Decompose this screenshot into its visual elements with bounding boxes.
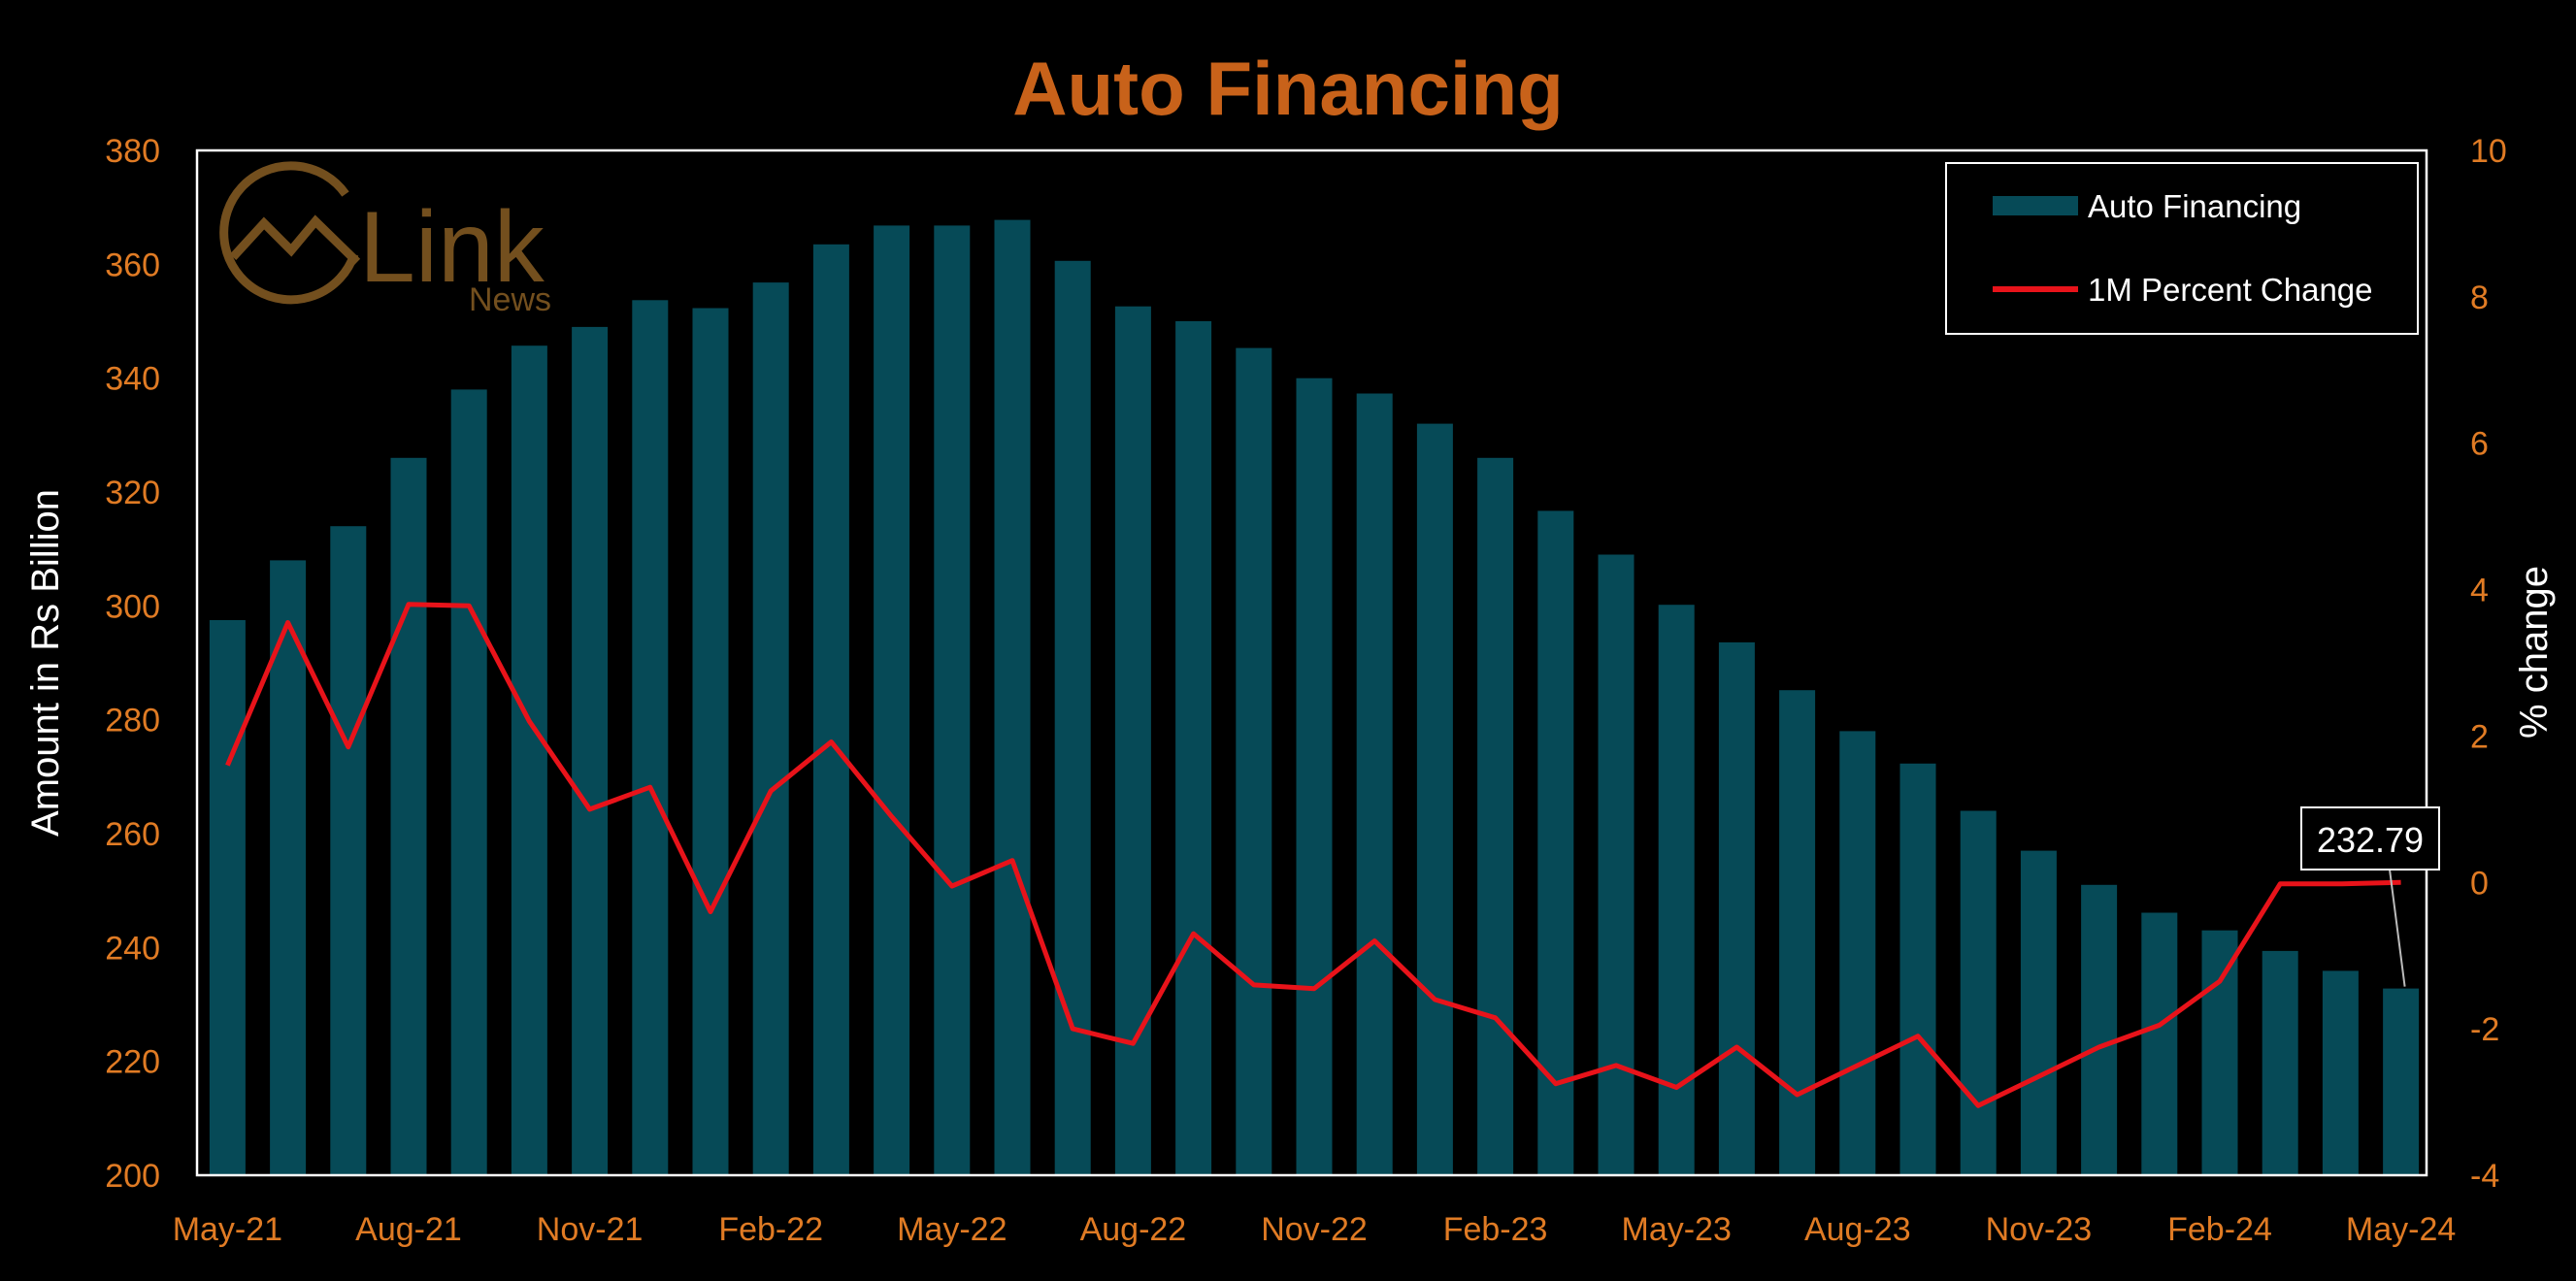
bar-May-22	[934, 225, 971, 1175]
bar-series	[209, 219, 2420, 1176]
plot-frame	[195, 148, 2428, 1177]
legend-swatch-bar	[1993, 196, 2078, 215]
callout-label: 232.79	[2317, 820, 2424, 860]
bar-Oct-21	[511, 345, 547, 1175]
bar-Dec-23	[2081, 884, 2118, 1175]
bar-Dec-22	[1356, 393, 1393, 1175]
bar-Apr-24	[2322, 970, 2359, 1175]
bar-Jul-22	[1054, 260, 1091, 1175]
bar-Mar-22	[812, 244, 849, 1176]
left-axis-title: Amount in Rs Billion	[24, 489, 67, 837]
bar-Oct-23	[1960, 810, 1997, 1175]
value-callout: 232.79	[2300, 806, 2440, 987]
x-tick-label: Feb-24	[2167, 1211, 2272, 1248]
right-axis-ticks: -4 -2 0 2 4 6 8 10	[2470, 133, 2507, 1195]
legend: Auto Financing 1M Percent Change	[1945, 162, 2419, 335]
bar-Apr-23	[1598, 554, 1635, 1175]
right-tick-label: 4	[2470, 573, 2489, 609]
chart-title: Auto Financing	[1012, 46, 1564, 131]
bar-Sep-21	[450, 389, 487, 1175]
right-tick-label: 0	[2470, 865, 2489, 902]
left-tick-label: 240	[105, 930, 160, 967]
bar-Feb-22	[752, 282, 789, 1176]
bar-Nov-21	[572, 326, 609, 1175]
bar-Nov-22	[1296, 378, 1333, 1175]
x-tick-label: May-24	[2346, 1211, 2456, 1248]
x-tick-label: May-23	[1622, 1211, 1732, 1248]
x-tick-label: Aug-23	[1804, 1211, 1911, 1248]
legend-label-line: 1M Percent Change	[2088, 272, 2373, 308]
bar-Jan-22	[692, 308, 729, 1175]
x-tick-label: Aug-21	[355, 1211, 462, 1248]
x-tick-label: Nov-22	[1261, 1211, 1368, 1248]
x-tick-label: Feb-23	[1443, 1211, 1548, 1248]
bar-Jul-21	[330, 526, 367, 1175]
right-tick-label: 8	[2470, 279, 2489, 316]
right-tick-label: 10	[2470, 133, 2507, 170]
bar-Jun-21	[270, 560, 307, 1175]
bar-Jun-23	[1718, 641, 1755, 1175]
bar-Aug-22	[1114, 306, 1151, 1175]
x-axis-ticks: May-21 Aug-21 Nov-21 Feb-22 May-22 Aug-22 Nov-…	[173, 1211, 2457, 1248]
logo-chart-mark	[229, 214, 361, 266]
logo-subtext: News	[469, 281, 551, 318]
line-series	[225, 602, 2401, 1108]
bar-Jan-23	[1416, 423, 1453, 1176]
bar-Mar-23	[1537, 510, 1574, 1175]
right-axis-title: % change	[2513, 566, 2556, 739]
bar-Feb-24	[2201, 930, 2238, 1175]
bar-Mar-24	[2262, 950, 2298, 1175]
x-tick-label: Nov-23	[1986, 1211, 2093, 1248]
left-tick-label: 320	[105, 475, 160, 511]
bar-Sep-23	[1899, 763, 1936, 1175]
callout-box	[2300, 806, 2440, 870]
callout-leader-line	[2389, 869, 2406, 987]
left-tick-label: 220	[105, 1044, 160, 1081]
left-tick-label: 300	[105, 588, 160, 625]
bar-Nov-23	[2020, 850, 2057, 1175]
bar-Jun-22	[994, 219, 1031, 1176]
legend-label-bar: Auto Financing	[2088, 188, 2301, 224]
left-tick-label: 380	[105, 133, 160, 170]
x-tick-label: May-22	[897, 1211, 1007, 1248]
right-tick-label: -4	[2470, 1158, 2499, 1195]
right-tick-label: 6	[2470, 426, 2489, 463]
left-tick-label: 360	[105, 246, 160, 283]
bar-Apr-22	[874, 225, 910, 1175]
bar-Aug-21	[390, 457, 427, 1175]
bar-Jul-23	[1779, 690, 1816, 1175]
x-tick-label: May-21	[173, 1211, 282, 1248]
left-tick-label: 280	[105, 703, 160, 739]
bar-May-24	[2383, 988, 2420, 1175]
bar-May-21	[209, 620, 246, 1175]
bar-Feb-23	[1477, 457, 1514, 1175]
logo-wordmark: Link	[359, 191, 545, 304]
right-tick-label: 2	[2470, 718, 2489, 755]
link-news-logo: Link News	[219, 161, 551, 318]
bar-Jan-24	[2141, 912, 2178, 1175]
right-tick-label: -2	[2470, 1011, 2499, 1048]
x-tick-label: Aug-22	[1080, 1211, 1187, 1248]
left-tick-label: 260	[105, 816, 160, 853]
bar-Oct-22	[1236, 347, 1272, 1176]
left-tick-label: 340	[105, 361, 160, 398]
logo-ring	[219, 161, 359, 305]
x-tick-label: Nov-21	[537, 1211, 644, 1248]
bar-Aug-23	[1839, 731, 1876, 1175]
bar-Sep-22	[1175, 321, 1212, 1175]
legend-box	[1945, 162, 2419, 335]
x-tick-label: Feb-22	[718, 1211, 823, 1248]
left-axis-ticks: 200 220 240 260 280 300 320 340 360 380	[105, 133, 160, 1195]
bar-Dec-21	[632, 300, 669, 1175]
left-tick-label: 200	[105, 1158, 160, 1195]
